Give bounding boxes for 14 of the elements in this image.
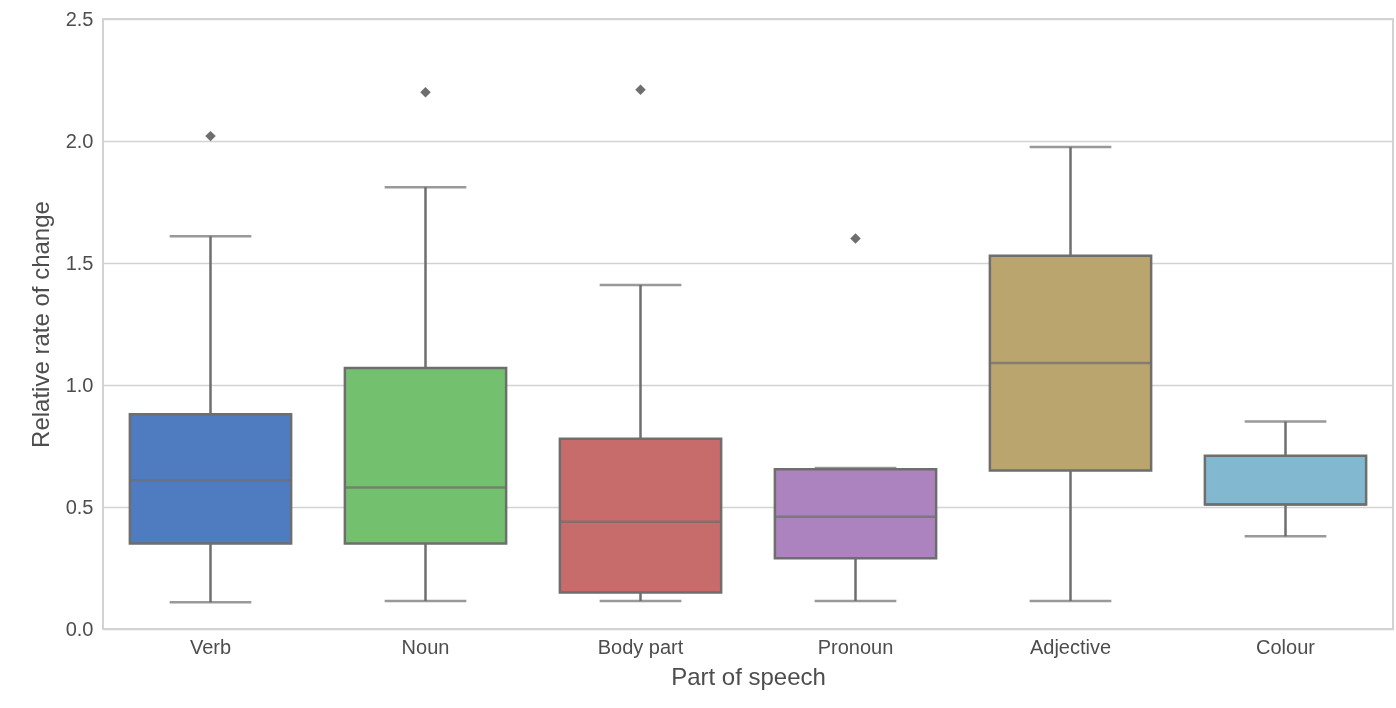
- y-axis-title: Relative rate of change: [26, 201, 54, 448]
- y-tick-label: 0.0: [65, 617, 94, 640]
- y-tick-label: 1.5: [65, 251, 94, 274]
- y-tick-label: 1.0: [65, 373, 94, 396]
- x-tick-label: Verb: [189, 635, 232, 658]
- x-tick-label: Noun: [401, 635, 450, 658]
- x-tick-label: Colour: [1256, 635, 1316, 658]
- y-tick-label: 2.0: [65, 129, 94, 152]
- x-tick-label: Pronoun: [817, 635, 894, 658]
- x-axis-title: Part of speech: [671, 662, 826, 690]
- y-tick-label: 0.5: [65, 495, 94, 518]
- x-tick-label: Body part: [597, 635, 684, 658]
- y-tick-label: 2.5: [65, 7, 94, 30]
- x-tick-label: Adjective: [1029, 635, 1112, 658]
